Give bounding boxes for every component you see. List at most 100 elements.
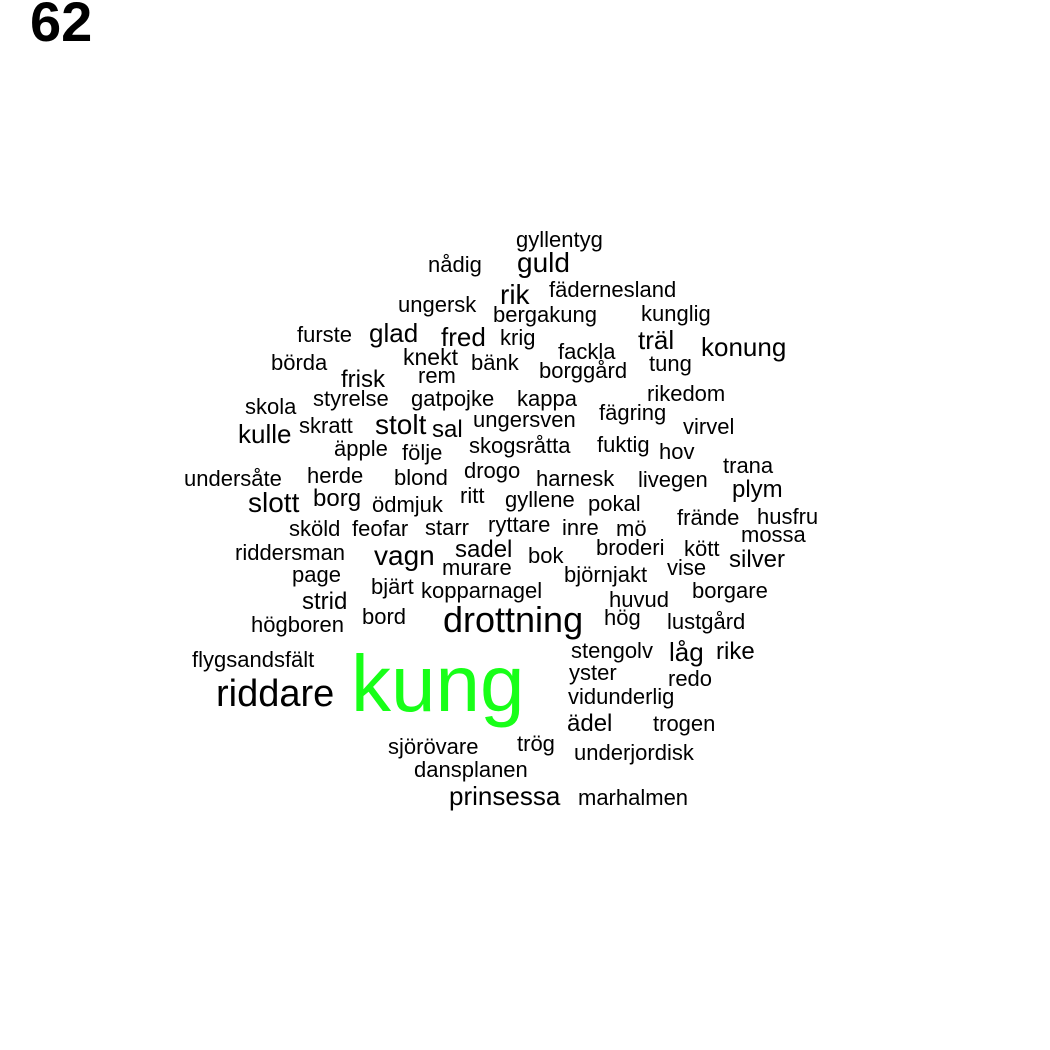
word-92: vidunderlig: [568, 683, 675, 709]
word-50: ödmjuk: [372, 491, 443, 517]
word-29: kulle: [238, 418, 292, 449]
word-8: kunglig: [641, 300, 711, 326]
word-10: glad: [369, 317, 419, 348]
word-24: styrelse: [313, 385, 389, 411]
word-44: harnesk: [536, 465, 615, 491]
word-6: ungersk: [398, 291, 477, 317]
word-23: skola: [245, 393, 297, 419]
word-62: mossa: [741, 521, 806, 547]
word-37: skogsråtta: [469, 432, 571, 458]
word-47: plym: [732, 476, 783, 504]
word-68: kött: [684, 535, 720, 561]
word-60: inre: [562, 514, 599, 540]
word-93: ädel: [567, 710, 613, 738]
word-7: bergakung: [493, 301, 597, 327]
word-31: stolt: [375, 409, 427, 441]
word-67: broderi: [596, 534, 665, 560]
word-22: frisk: [341, 366, 385, 394]
word-3: guld: [517, 247, 570, 279]
word-46: trana: [723, 452, 774, 478]
word-28: fägring: [599, 399, 667, 425]
word-27: rikedom: [647, 380, 726, 406]
word-16: börda: [271, 349, 328, 375]
word-84: stengolv: [571, 637, 653, 663]
word-87: flygsandsfält: [192, 646, 315, 672]
word-17: knekt: [403, 344, 458, 371]
word-42: blond: [394, 464, 448, 490]
word-36: följe: [402, 439, 443, 465]
word-57: feofar: [352, 515, 409, 541]
word-82: lustgård: [667, 608, 746, 634]
word-78: huvud: [609, 586, 669, 612]
word-34: virvel: [683, 413, 735, 439]
word-77: strid: [302, 588, 348, 616]
word-40: undersåte: [184, 465, 282, 491]
word-13: träl: [638, 324, 675, 355]
word-85: låg: [669, 636, 704, 667]
word-30: skratt: [299, 412, 353, 438]
word-99: prinsessa: [449, 780, 561, 811]
word-72: björnjakt: [564, 561, 648, 587]
word-74: bjärt: [371, 573, 414, 599]
word-21: borggård: [539, 357, 628, 383]
word-71: murare: [442, 554, 512, 580]
word-51: ritt: [460, 482, 485, 508]
word-75: kopparnagel: [421, 577, 543, 603]
word-98: dansplanen: [414, 756, 528, 782]
word-15: konung: [701, 331, 787, 362]
word-69: silver: [729, 546, 786, 574]
word-73: vise: [667, 554, 707, 580]
word-97: underjordisk: [574, 739, 694, 765]
word-64: vagn: [374, 540, 435, 572]
word-14: fackla: [558, 338, 616, 364]
word-20: rem: [418, 362, 456, 388]
word-33: ungersven: [473, 406, 576, 432]
word-18: bänk: [471, 349, 519, 375]
word-59: ryttare: [488, 511, 551, 537]
word-88: kung: [351, 639, 525, 729]
word-81: hög: [604, 604, 641, 630]
word-19: tung: [649, 350, 692, 376]
word-9: furste: [297, 321, 353, 347]
word-66: bok: [528, 542, 564, 568]
word-26: kappa: [517, 385, 577, 411]
word-35: äpple: [334, 435, 388, 461]
word-100: marhalmen: [578, 784, 689, 810]
word-45: livegen: [638, 466, 708, 492]
word-89: yster: [569, 659, 617, 685]
word-53: pokal: [588, 490, 641, 516]
word-83: högboren: [251, 611, 344, 637]
word-32: sal: [432, 416, 463, 444]
word-56: sköld: [289, 515, 341, 541]
word-86: rike: [716, 638, 755, 666]
word-79: bord: [362, 603, 407, 629]
word-76: borgare: [692, 577, 768, 603]
word-2: nådig: [428, 251, 482, 277]
word-52: gyllene: [505, 486, 575, 512]
word-91: riddare: [216, 672, 335, 715]
word-1: gyllentyg: [516, 226, 603, 252]
word-58: starr: [425, 514, 469, 540]
word-95: sjörövare: [388, 733, 479, 759]
word-11: fred: [441, 321, 486, 352]
page-number: 62: [30, 0, 93, 53]
word-41: herde: [307, 462, 364, 488]
word-90: redo: [668, 665, 713, 691]
word-43: drogo: [464, 457, 521, 483]
word-38: fuktig: [597, 431, 650, 457]
word-39: hov: [659, 438, 695, 464]
word-55: husfru: [757, 503, 819, 529]
word-54: frände: [677, 504, 740, 530]
word-70: page: [292, 561, 341, 587]
word-25: gatpojke: [411, 385, 495, 411]
word-49: borg: [313, 485, 362, 513]
word-61: mö: [616, 515, 647, 541]
word-4: fädernesland: [549, 276, 677, 302]
word-80: drottning: [443, 599, 584, 641]
word-12: krig: [500, 324, 536, 350]
word-63: riddersman: [235, 539, 346, 565]
word-5: rik: [500, 279, 530, 311]
word-48: slott: [248, 487, 300, 519]
word-94: trogen: [653, 710, 716, 736]
